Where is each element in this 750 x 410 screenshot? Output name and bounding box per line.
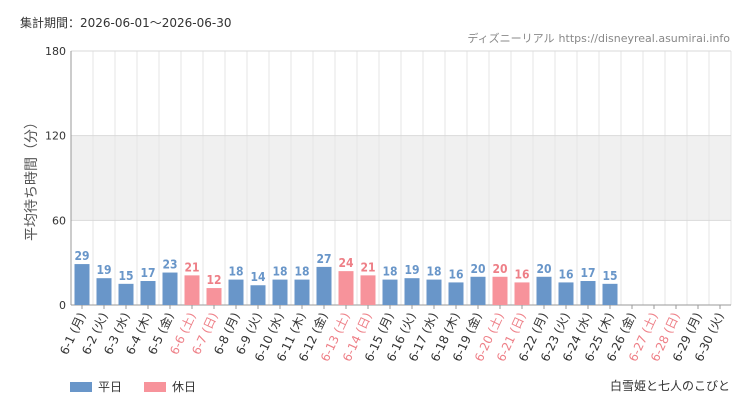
data-label: 20: [536, 262, 551, 276]
data-label: 21: [360, 260, 375, 274]
bar[interactable]: [558, 282, 574, 305]
data-label: 18: [272, 265, 287, 279]
data-label: 29: [74, 249, 89, 263]
legend[interactable]: 平日 休日: [70, 378, 196, 395]
bar[interactable]: [272, 279, 288, 305]
bar[interactable]: [536, 276, 552, 305]
data-label: 15: [118, 269, 133, 283]
data-label: 15: [602, 269, 617, 283]
bar[interactable]: [602, 283, 618, 305]
y-tick-label: 0: [59, 299, 66, 312]
attraction-name: 白雪姫と七人のこびと: [609, 379, 730, 393]
y-axis-label: 平均待ち時間（分）: [24, 115, 40, 241]
data-label: 16: [514, 267, 529, 281]
data-label: 27: [316, 252, 331, 266]
data-label: 18: [426, 265, 441, 279]
bar[interactable]: [184, 275, 200, 305]
legend-label-weekday: 平日: [98, 380, 123, 394]
bar[interactable]: [118, 283, 134, 305]
data-label: 19: [96, 263, 111, 277]
site-url[interactable]: https://disneyreal.asumirai.info: [558, 32, 730, 45]
data-label: 18: [228, 265, 243, 279]
data-label: 16: [558, 267, 573, 281]
legend-label-holiday: 休日: [172, 380, 197, 394]
data-label: 17: [580, 266, 595, 280]
bar[interactable]: [338, 271, 354, 305]
data-label: 18: [294, 265, 309, 279]
data-label: 20: [492, 262, 507, 276]
bar[interactable]: [140, 281, 156, 305]
legend-item-holiday[interactable]: 休日: [144, 378, 196, 395]
legend-swatch-weekday: [70, 381, 92, 392]
bar[interactable]: [316, 266, 332, 305]
bar[interactable]: [96, 278, 112, 305]
data-label: 12: [206, 273, 221, 287]
y-tick-label: 60: [52, 214, 66, 227]
bar[interactable]: [470, 276, 486, 305]
data-label: 23: [162, 258, 177, 272]
data-label: 24: [338, 256, 354, 270]
data-label: 17: [140, 266, 155, 280]
legend-item-weekday[interactable]: 平日: [70, 378, 122, 395]
bar[interactable]: [426, 279, 442, 305]
bar[interactable]: [250, 285, 266, 305]
bar[interactable]: [74, 264, 90, 305]
bar[interactable]: [360, 275, 376, 305]
bar[interactable]: [294, 279, 310, 305]
bar[interactable]: [162, 272, 178, 305]
bar[interactable]: [404, 278, 420, 305]
data-label: 16: [448, 267, 463, 281]
data-label: 14: [250, 270, 266, 284]
bar[interactable]: [448, 282, 464, 305]
bar[interactable]: [228, 279, 244, 305]
site-credit[interactable]: ディズニーリアル https://disneyreal.asumirai.info: [467, 30, 730, 46]
y-tick-label: 120: [45, 130, 66, 143]
bar[interactable]: [492, 276, 508, 305]
data-label: 18: [382, 265, 397, 279]
period-text: 集計期間：2026-06-01～2026-06-30: [20, 16, 232, 30]
legend-swatch-holiday: [144, 381, 167, 392]
bar[interactable]: [206, 288, 222, 305]
data-label: 19: [404, 263, 419, 277]
bar[interactable]: [514, 282, 530, 305]
data-label: 20: [470, 262, 485, 276]
data-label: 21: [184, 260, 199, 274]
site-name: ディズニーリアル: [467, 32, 555, 45]
y-tick-label: 180: [45, 45, 66, 58]
bar[interactable]: [580, 281, 596, 305]
bar[interactable]: [382, 279, 398, 305]
